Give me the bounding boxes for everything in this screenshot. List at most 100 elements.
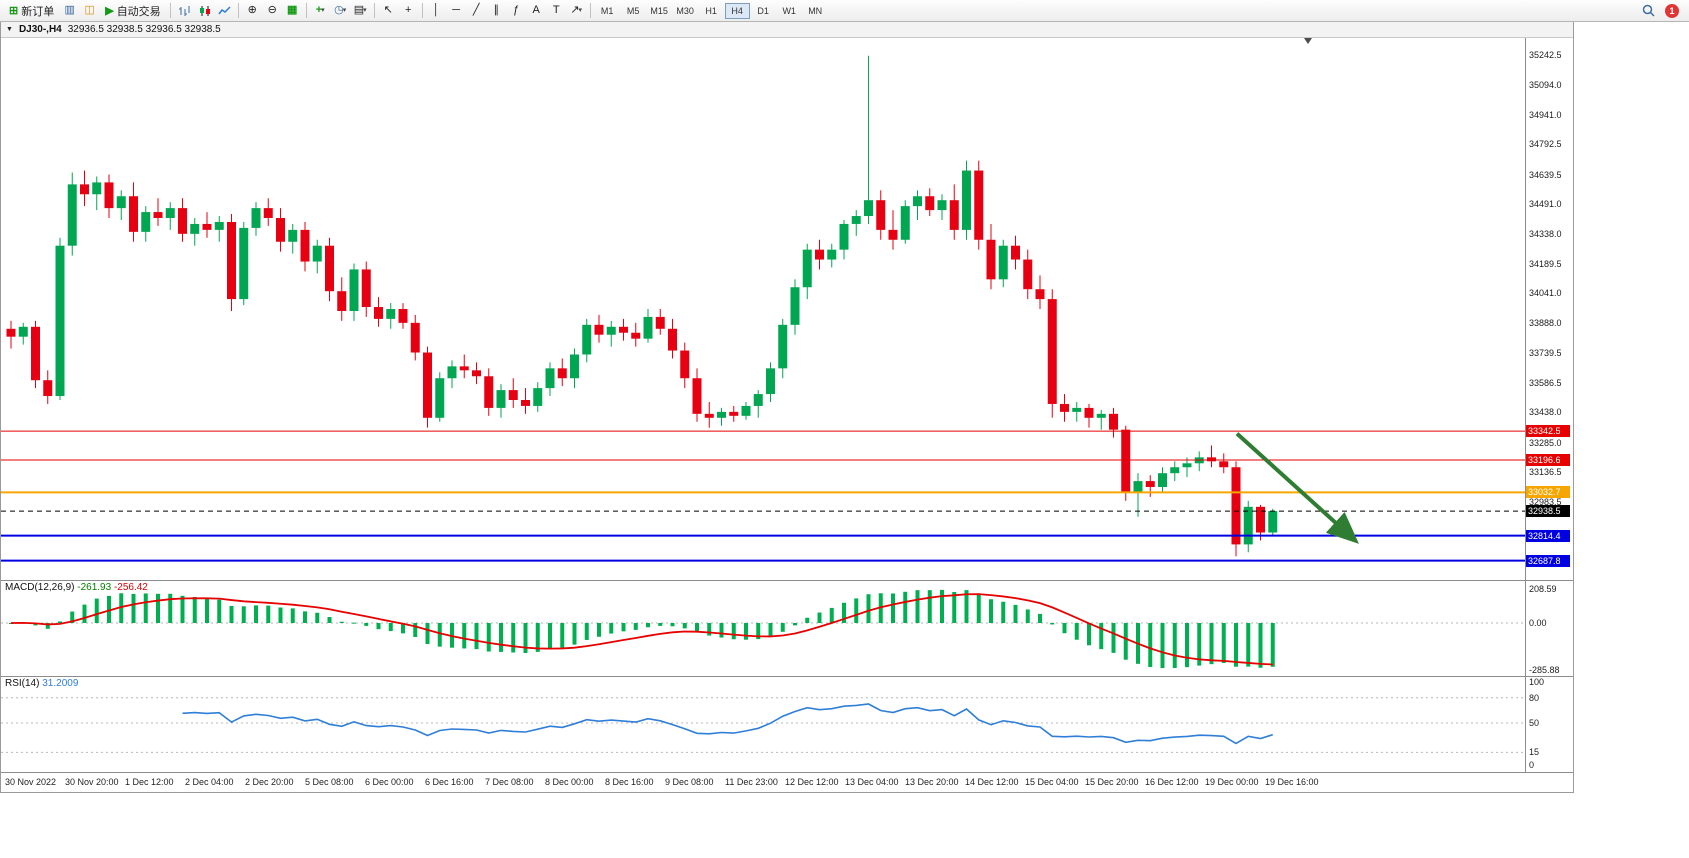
timeframe-button-M15[interactable]: M15 xyxy=(647,3,672,19)
time-tick-label: 14 Dec 12:00 xyxy=(965,777,1019,787)
trend-arrow-annotation[interactable] xyxy=(1235,432,1359,544)
macd-histogram-bar xyxy=(915,590,920,623)
timeframe-button-W1[interactable]: W1 xyxy=(777,3,802,19)
chart-window: ▼ DJ30-,H4 32936.5 32938.5 32936.5 32938… xyxy=(0,22,1574,793)
main-toolbar: ⊞ 新订单 ▥ ◫ ▶ 自动交易 ⊕ ⊖ ▦ + ▾ ◷ ▾ ▤ ▾ xyxy=(0,0,1689,22)
vertical-line-tool-icon[interactable]: │ xyxy=(432,4,440,16)
macd-histogram-bar xyxy=(143,593,148,623)
macd-histogram-bar xyxy=(156,593,160,623)
candlestick-chart-icon[interactable] xyxy=(195,2,214,19)
macd-histogram-bar xyxy=(646,623,650,628)
navigator-icon[interactable]: ◫ xyxy=(84,4,95,16)
zoom-out-icon[interactable]: ⊖ xyxy=(267,4,277,16)
trendline-tool-icon[interactable]: ╱ xyxy=(472,4,480,16)
bar-chart-icon[interactable] xyxy=(175,2,194,19)
symbol-dropdown-icon[interactable]: ▼ xyxy=(6,26,13,33)
periods-button[interactable]: ◷ ▾ xyxy=(331,2,350,19)
timeframe-button-D1[interactable]: D1 xyxy=(751,3,776,19)
indicators-icon: + xyxy=(315,4,323,16)
candle-up xyxy=(67,184,77,246)
price-tick-label: 33285.0 xyxy=(1529,437,1562,448)
candle-down xyxy=(655,316,665,329)
macd-histogram-bar xyxy=(952,591,957,623)
candle-up xyxy=(778,324,788,369)
price-tick-label: 34189.5 xyxy=(1529,258,1562,269)
chevron-down-icon: ▾ xyxy=(321,7,325,14)
candle-down xyxy=(263,208,273,219)
rsi-tick-label: 80 xyxy=(1529,692,1540,703)
timeframe-button-M5[interactable]: M5 xyxy=(621,3,646,19)
timeframe-toolbar: M1 M5 M15 M30 H1 H4 D1 W1 MN xyxy=(595,2,828,19)
candle-up xyxy=(753,394,763,406)
notification-badge[interactable]: 1 xyxy=(1665,3,1679,18)
candle-up xyxy=(349,269,359,311)
text-label-tool-icon[interactable]: T xyxy=(552,4,560,16)
macd-histogram-bar xyxy=(131,593,136,623)
macd-histogram-bar xyxy=(266,605,271,623)
arrows-tool-button[interactable]: ↗ ▾ xyxy=(567,2,586,19)
cursor-tool-icon[interactable]: ↖ xyxy=(383,4,393,16)
timeframe-button-H1[interactable]: H1 xyxy=(699,3,724,19)
candle-up xyxy=(827,249,837,260)
timeframe-button-H4[interactable]: H4 xyxy=(724,2,750,19)
fibonacci-tool-icon[interactable]: ƒ xyxy=(513,4,520,16)
zoom-in-icon[interactable]: ⊕ xyxy=(247,4,257,16)
rsi-axis[interactable]: 100 80 50 15 0 xyxy=(1525,677,1572,772)
macd-histogram-bar xyxy=(940,589,944,623)
price-tick-label: 33888.0 xyxy=(1529,318,1562,329)
candle-up xyxy=(1243,506,1253,545)
candle-down xyxy=(668,328,677,351)
macd-histogram-bar xyxy=(388,623,393,632)
macd-histogram-bar xyxy=(499,623,503,652)
time-tick-label: 8 Dec 00:00 xyxy=(545,777,594,787)
timeframe-button-M30[interactable]: M30 xyxy=(673,3,698,19)
candle-up xyxy=(766,368,775,395)
templates-button[interactable]: ▤ ▾ xyxy=(351,2,370,19)
chevron-down-icon: ▾ xyxy=(342,7,347,14)
line-chart-icon[interactable] xyxy=(215,2,234,19)
time-tick-label: 2 Dec 20:00 xyxy=(245,777,294,787)
crosshair-tool-icon[interactable]: + xyxy=(404,4,412,16)
candle-up xyxy=(239,227,249,300)
time-tick-label: 12 Dec 12:00 xyxy=(785,777,839,787)
price-chart-area[interactable] xyxy=(1,38,1525,580)
macd-panel[interactable]: MACD(12,26,9) -261.93 -256.42 xyxy=(1,581,1525,676)
rsi-panel[interactable]: RSI(14) 31.2009 xyxy=(1,677,1525,772)
indicators-button[interactable]: + ▾ xyxy=(311,2,330,19)
candle-down xyxy=(227,221,236,300)
candle-up xyxy=(312,245,322,262)
candle-down xyxy=(6,328,16,337)
macd-histogram-bar xyxy=(315,612,320,623)
price-tick-label: 34041.0 xyxy=(1529,287,1562,298)
candle-down xyxy=(1256,506,1265,533)
timeframe-button-M1[interactable]: M1 xyxy=(595,3,620,19)
macd-histogram-bar xyxy=(290,608,295,623)
time-tick-label: 6 Dec 00:00 xyxy=(365,777,414,787)
macd-histogram-bar xyxy=(1025,609,1030,623)
search-icon[interactable] xyxy=(1639,2,1658,19)
tile-windows-icon[interactable]: ▦ xyxy=(286,4,298,16)
autotrading-icon: ▶ xyxy=(105,5,114,17)
macd-tick-label: 0.00 xyxy=(1529,618,1547,628)
new-order-button[interactable]: ⊞ 新订单 xyxy=(4,1,59,21)
candle-up xyxy=(582,324,592,355)
price-axis[interactable]: 35242.5 35094.0 34941.0 34792.5 34639.5 34491… xyxy=(1525,38,1572,580)
horizontal-line-tool-icon[interactable]: ─ xyxy=(452,4,461,16)
chart-shift-marker[interactable] xyxy=(1304,38,1312,44)
channel-tool-icon[interactable]: ∥ xyxy=(493,4,499,16)
time-tick-label: 5 Dec 08:00 xyxy=(305,777,354,787)
macd-axis[interactable]: 208.59 0.00 -285.88 xyxy=(1525,581,1572,676)
chart-window-icon[interactable]: ▥ xyxy=(64,4,75,16)
autotrading-button[interactable]: ▶ 自动交易 xyxy=(100,1,165,21)
candle-down xyxy=(423,352,432,418)
candle-down xyxy=(974,170,984,240)
timeframe-button-MN[interactable]: MN xyxy=(803,3,828,19)
macd-histogram-bar xyxy=(1197,623,1202,666)
time-axis[interactable]: 30 Nov 2022 30 Nov 20:00 1 Dec 12:00 2 Dec … xyxy=(1,773,1525,792)
candle-down xyxy=(986,239,996,280)
macd-histogram-bar xyxy=(584,623,589,640)
text-tool-icon[interactable]: A xyxy=(532,4,540,16)
candle-down xyxy=(43,380,53,397)
chevron-down-icon: ▾ xyxy=(363,7,367,14)
macd-histogram-bar xyxy=(82,604,87,623)
